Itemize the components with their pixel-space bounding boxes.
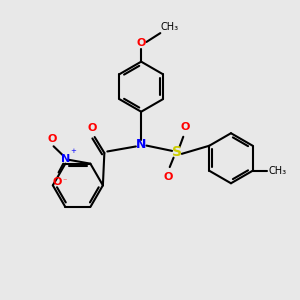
Text: N: N	[136, 138, 146, 151]
Text: ⁻: ⁻	[62, 176, 67, 185]
Text: O: O	[47, 134, 57, 144]
Text: CH₃: CH₃	[160, 22, 178, 32]
Text: O: O	[52, 177, 62, 187]
Text: O: O	[164, 172, 173, 182]
Text: S: S	[172, 146, 182, 159]
Text: CH₃: CH₃	[269, 166, 287, 176]
Text: O: O	[180, 122, 189, 132]
Text: +: +	[70, 148, 76, 154]
Text: N: N	[61, 154, 70, 164]
Text: O: O	[87, 123, 96, 133]
Text: O: O	[136, 38, 146, 48]
